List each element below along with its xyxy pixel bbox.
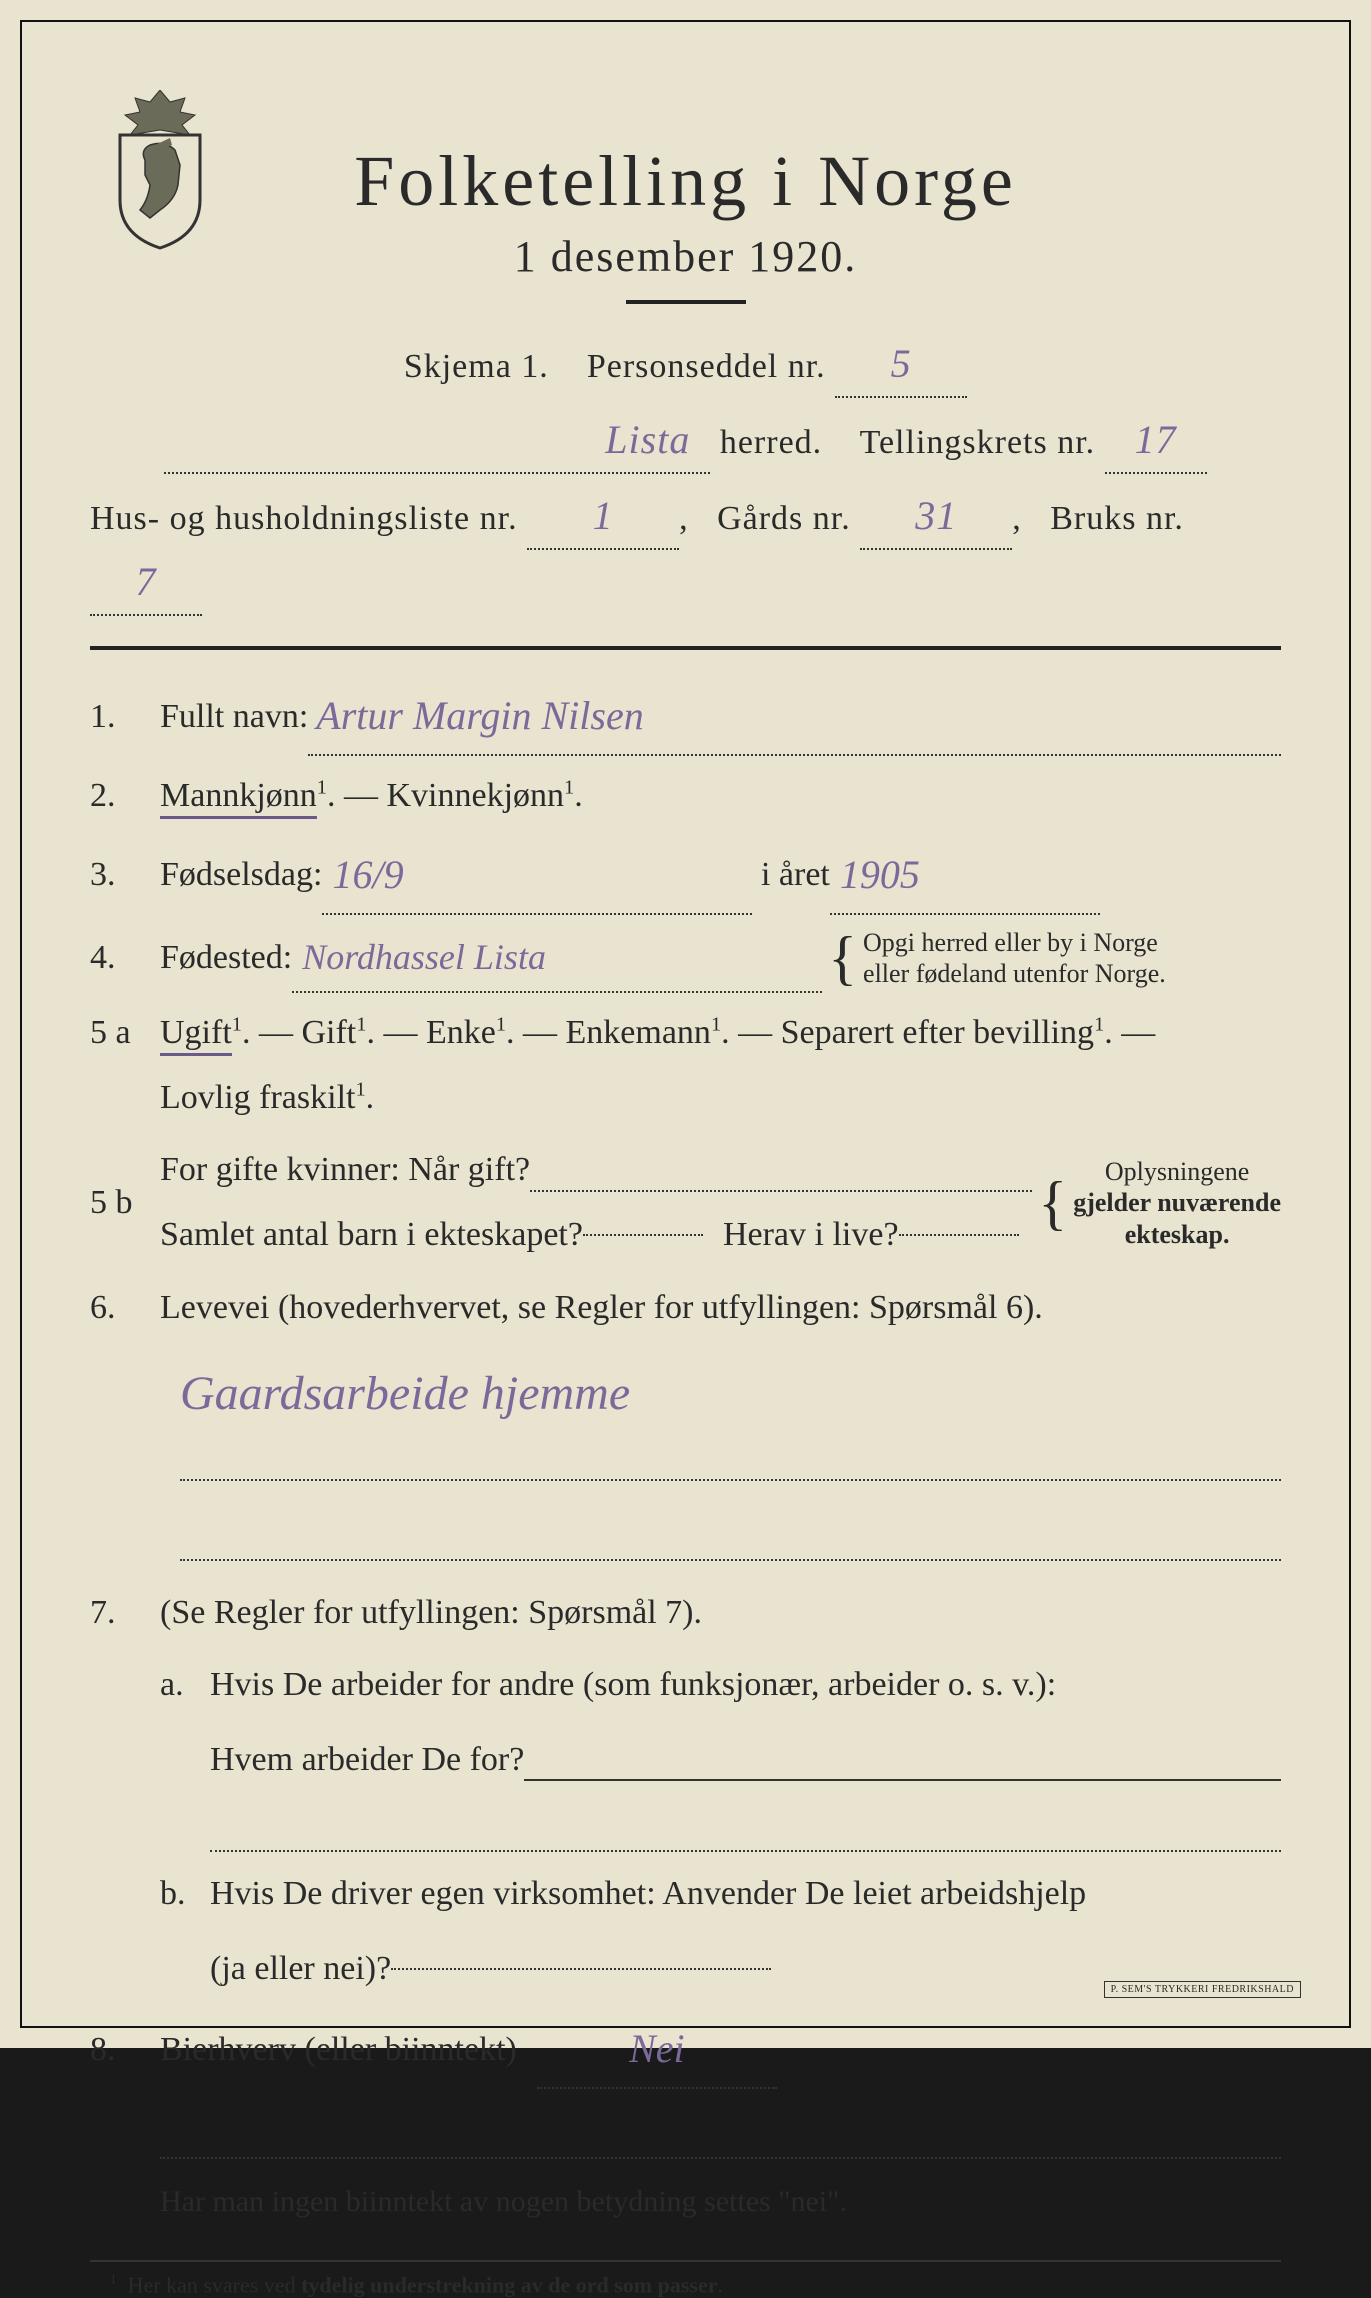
q5b-line1: For gifte kvinner: Når gift? xyxy=(160,1138,530,1203)
footnote-bottom: 1 Her kan svares ved tydelig understrekn… xyxy=(110,2272,1281,2298)
q3-label: Fødselsdag: xyxy=(160,843,322,908)
q7b-line1: b. Hvis De driver egen virksomhet: Anven… xyxy=(160,1862,1281,1927)
census-form-page: Folketelling i Norge 1 desember 1920. Sk… xyxy=(0,0,1371,2048)
question-list: 1. Fullt navn: Artur Margin Nilsen 2. Ma… xyxy=(90,678,1281,2230)
form-subtitle: 1 desember 1920. xyxy=(70,231,1301,282)
meta-line-3: Hus- og husholdningsliste nr. 1, Gårds n… xyxy=(90,484,1301,616)
printer-mark: P. SEM'S TRYKKERI FREDRIKSHALD xyxy=(1104,1981,1301,1998)
gards-label: Gårds nr. xyxy=(717,500,851,537)
q5a-fraskilt: Lovlig fraskilt xyxy=(160,1079,355,1116)
q7a-letter: a. xyxy=(160,1653,210,1718)
q4-value: Nordhassel Lista xyxy=(302,937,546,977)
q8-blank xyxy=(160,2109,1281,2159)
q3-day: 16/9 xyxy=(332,852,403,897)
gards-value: 31 xyxy=(915,493,957,538)
q1-value: Artur Margin Nilsen xyxy=(316,693,643,738)
footnote-top: Har man ingen biinntekt av nogen betydni… xyxy=(160,2173,1281,2230)
q5a-row: 5 a Ugift1. — Gift1. — Enke1. — Enkemann… xyxy=(90,1001,1281,1130)
husliste-value: 1 xyxy=(593,493,614,538)
q3-year-label: i året xyxy=(761,843,830,908)
q7-num: 7. xyxy=(90,1581,160,1646)
q6-value: Gaardsarbeide hjemme xyxy=(180,1367,630,1420)
q7b-letter: b. xyxy=(160,1862,210,1927)
q2-num: 2. xyxy=(90,764,160,829)
meta-line-2: Lista herred. Tellingskrets nr. 17 xyxy=(70,408,1301,474)
personseddel-label: Personseddel nr. xyxy=(587,348,826,385)
personseddel-nr: 5 xyxy=(891,341,912,386)
q8-value: Nei xyxy=(629,2026,685,2071)
krets-label: Tellingskrets nr. xyxy=(860,424,1096,461)
q4-num: 4. xyxy=(90,926,160,991)
q5a-separert: Separert efter bevilling xyxy=(781,1014,1094,1051)
q7-label: (Se Regler for utfyllingen: Spørsmål 7). xyxy=(160,1581,1281,1646)
q5a-num: 5 a xyxy=(90,1001,160,1066)
q2-male: Mannkjønn xyxy=(160,777,317,819)
q1-row: 1. Fullt navn: Artur Margin Nilsen xyxy=(90,678,1281,756)
q5a-ugift: Ugift xyxy=(160,1014,232,1056)
brace-icon: { xyxy=(1038,1176,1067,1230)
q4-label: Fødested: xyxy=(160,926,292,991)
q7a-line2: Hvem arbeider De for? xyxy=(210,1728,1281,1793)
q8-num: 8. xyxy=(90,2018,160,2083)
meta-line-1: Skjema 1. Personseddel nr. 5 xyxy=(70,332,1301,398)
q6-label: Levevei (hovederhvervet, se Regler for u… xyxy=(160,1276,1281,1341)
q6-num: 6. xyxy=(90,1276,160,1341)
q1-num: 1. xyxy=(90,685,160,750)
krets-value: 17 xyxy=(1135,417,1177,462)
schema-label: Skjema 1. xyxy=(404,348,549,385)
brace-icon: { xyxy=(828,931,857,985)
form-title: Folketelling i Norge xyxy=(70,140,1301,223)
bruks-label: Bruks nr. xyxy=(1050,500,1184,537)
title-rule xyxy=(626,300,746,304)
q6-row: 6. Levevei (hovederhvervet, se Regler fo… xyxy=(90,1276,1281,1341)
q3-year: 1905 xyxy=(840,852,920,897)
header-separator xyxy=(90,646,1281,650)
q8-row: 8. Bierhverv (eller biinntekt) Nei xyxy=(90,2011,1281,2089)
q3-row: 3. Fødselsdag: 16/9 i året 1905 xyxy=(90,837,1281,915)
q2-female: Kvinnekjønn xyxy=(386,777,564,814)
q1-label: Fullt navn: xyxy=(160,685,308,750)
husliste-label: Hus- og husholdningsliste nr. xyxy=(90,500,518,537)
q7a-line1: a. Hvis De arbeider for andre (som funks… xyxy=(160,1653,1281,1718)
q5b-line2a: Samlet antal barn i ekteskapet? xyxy=(160,1203,583,1268)
q5b-row: 5 b For gifte kvinner: Når gift? Samlet … xyxy=(90,1138,1281,1267)
q5a-body: Ugift1. — Gift1. — Enke1. — Enkemann1. —… xyxy=(160,1001,1281,1130)
q6-answer-block: Gaardsarbeide hjemme xyxy=(180,1348,1281,1560)
q5b-line2b: Herav i live? xyxy=(723,1203,899,1268)
herred-value: Lista xyxy=(605,417,690,462)
footnote-separator xyxy=(90,2260,1281,2262)
q5b-num: 5 b xyxy=(90,1171,160,1236)
q5a-enkemann: Enkemann xyxy=(566,1014,711,1051)
herred-label: herred. xyxy=(720,424,822,461)
q2-row: 2. Mannkjønn1. — Kvinnekjønn1. xyxy=(90,764,1281,829)
q8-label: Bierhverv (eller biinntekt) xyxy=(160,2018,517,2083)
q7a-blank xyxy=(210,1802,1281,1852)
q3-num: 3. xyxy=(90,843,160,908)
form-header: Folketelling i Norge 1 desember 1920. Sk… xyxy=(70,140,1301,616)
bruks-value: 7 xyxy=(136,559,157,604)
q5b-sidenote: Oplysningene gjelder nuværende ekteskap. xyxy=(1073,1156,1281,1250)
q4-row: 4. Fødested: Nordhassel Lista { Opgi her… xyxy=(90,923,1281,994)
q5a-enke: Enke xyxy=(426,1014,496,1051)
q5a-gift: Gift xyxy=(301,1014,356,1051)
q4-sidenote: Opgi herred eller by i Norge eller fødel… xyxy=(863,927,1166,989)
q7-row: 7. (Se Regler for utfyllingen: Spørsmål … xyxy=(90,1581,1281,1646)
